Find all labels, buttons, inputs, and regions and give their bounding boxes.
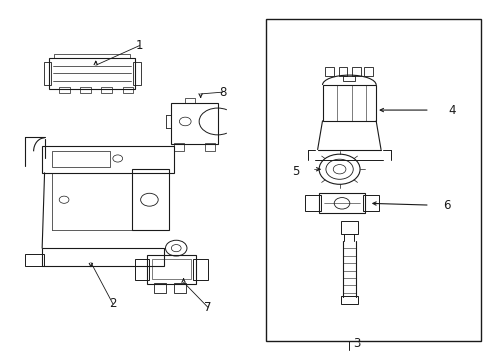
Bar [135,259,149,280]
Text: 1: 1 [136,39,143,52]
Bar [305,195,320,211]
Bar [351,67,360,76]
Bar [101,87,112,93]
Bar [122,87,133,93]
Bar [340,221,357,234]
Bar [343,76,354,81]
Bar [325,67,333,76]
Bar [152,259,190,279]
Bar [59,87,70,93]
Bar [338,67,346,76]
Text: 2: 2 [109,297,116,310]
Bar [42,146,173,173]
Bar [133,62,141,85]
Bar [154,283,166,293]
Bar [185,98,195,103]
Bar [43,62,51,85]
Bar [147,255,195,284]
Text: 4: 4 [447,104,454,117]
Bar [132,169,168,230]
Bar [173,143,183,150]
Bar [54,54,130,58]
Bar [173,283,185,293]
Bar [193,259,207,280]
Text: 5: 5 [291,165,299,177]
Bar [363,195,378,211]
Bar [205,143,215,150]
Text: 6: 6 [442,199,449,212]
Bar [80,87,91,93]
Bar [42,248,163,266]
Bar [322,85,375,121]
Bar [340,296,357,304]
Text: 7: 7 [204,301,211,314]
Bar [25,253,43,266]
Bar [171,103,217,144]
Text: 8: 8 [219,86,226,99]
Bar [318,193,365,213]
Bar [364,67,372,76]
Text: 3: 3 [352,337,360,350]
Bar [52,151,110,167]
Bar [49,58,135,89]
Bar [266,19,480,341]
